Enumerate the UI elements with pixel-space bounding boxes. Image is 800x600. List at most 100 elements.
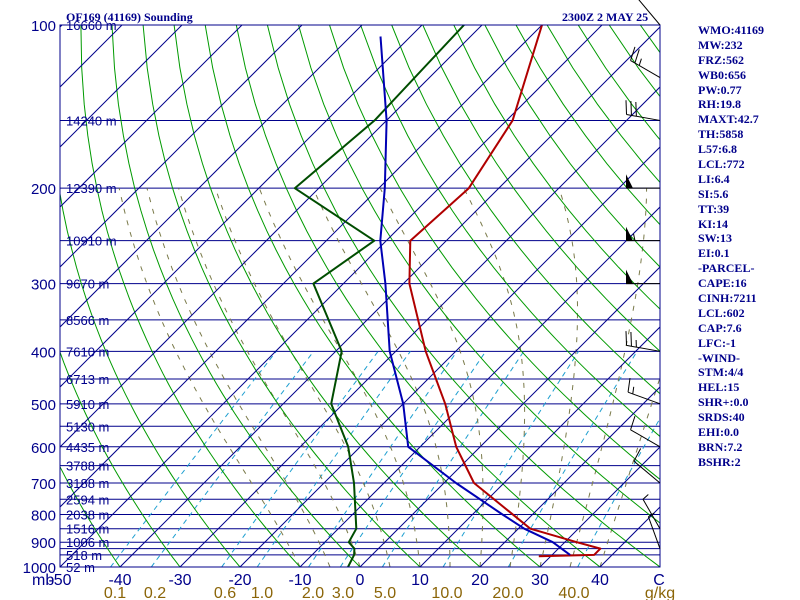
dry-adiabat [577, 25, 660, 141]
isotherm-line [299, 206, 660, 567]
dry-adiabat [391, 25, 660, 395]
wind-barb [638, 0, 661, 26]
wind-barb [625, 331, 661, 352]
index-item: L57:6.8 [698, 142, 737, 157]
index-item: -PARCEL- [698, 261, 755, 276]
moist-adiabat [312, 187, 451, 567]
index-item: EHI:0.0 [698, 425, 740, 440]
pressure-tick-label: 300 [31, 277, 56, 294]
moist-adiabat [178, 188, 361, 567]
isotherm-line [60, 25, 303, 268]
index-item: STM:4/4 [698, 365, 744, 380]
index-item: TT:39 [698, 201, 730, 216]
barb-half [633, 233, 636, 241]
barb-pennant [626, 269, 633, 284]
barb-full [627, 377, 631, 393]
temperature-tick-label: 40 [591, 572, 609, 589]
barb-full [630, 46, 636, 61]
wind-barb [626, 174, 660, 189]
dry-adiabat [60, 465, 121, 567]
dry-adiabat [142, 25, 421, 567]
dry-adiabat [204, 25, 541, 567]
dry-adiabat [235, 25, 601, 567]
barb-half [642, 494, 649, 500]
barb-staff [627, 391, 661, 405]
isotherm-line [60, 25, 483, 448]
dry-adiabat [298, 25, 660, 524]
temperature-tick-label: 20 [471, 572, 489, 589]
dewpoint-profile [293, 25, 465, 567]
mixing-ratio-line [339, 351, 487, 567]
height-label: 16660 m [66, 18, 117, 33]
dry-adiabat [765, 25, 800, 567]
pressure-tick-label: 100 [31, 18, 56, 35]
index-item: MAXT:42.7 [698, 112, 759, 127]
barb-full [630, 331, 632, 347]
wind-barb [647, 512, 661, 549]
pressure-tick-label: 800 [31, 507, 56, 524]
wind-barb [630, 46, 661, 78]
temperature-tick-label: 0 [356, 572, 365, 589]
height-label: 3788 m [66, 459, 109, 474]
index-item: WMO:41169 [698, 23, 764, 37]
index-item: SW:13 [698, 231, 733, 246]
barb-staff [630, 60, 661, 78]
barb-full [625, 100, 628, 115]
isotherm-line [239, 146, 660, 567]
index-item: BSHR:2 [698, 454, 741, 469]
height-label: 2038 m [66, 507, 109, 522]
height-label: 3188 m [66, 476, 109, 491]
mixing-ratio-tick-label: 0.2 [144, 585, 166, 600]
moist-adiabat [569, 188, 648, 567]
moist-adiabat [146, 188, 331, 567]
temperature-tick-label: -10 [288, 572, 311, 589]
valid-time: 2300Z 2 MAY 25 [562, 10, 649, 24]
isotherm-line [60, 25, 363, 328]
barb-half [632, 386, 635, 394]
plot-frame [59, 24, 661, 568]
index-item: HEL:15 [698, 380, 740, 395]
index-item: LFC:-1 [698, 335, 736, 350]
moist-adiabat [118, 188, 301, 567]
height-label: 12390 m [66, 181, 117, 196]
height-label: 6713 m [66, 372, 109, 387]
height-label: 5910 m [66, 397, 109, 412]
dry-adiabat [329, 25, 660, 481]
index-item: TH:5858 [698, 127, 744, 142]
dry-adiabat [360, 25, 660, 438]
height-label: 7610 m [66, 344, 109, 359]
index-item: KI:14 [698, 216, 728, 231]
height-label: 1516 m [66, 522, 109, 537]
mixing-ratio-unit-label: g/kg [645, 585, 675, 600]
dry-adiabat [453, 25, 660, 310]
index-item: LCL:602 [698, 305, 745, 320]
index-item: CAPE:16 [698, 276, 747, 291]
isobar-lines [60, 24, 660, 568]
mixing-ratio-lines [110, 350, 660, 567]
mixing-ratio-tick-label: 0.6 [214, 585, 236, 600]
wind-barb [626, 226, 660, 242]
mixing-ratio-line [442, 351, 580, 567]
height-label: 4435 m [66, 440, 109, 455]
dry-adiabat [173, 25, 481, 567]
index-item: SRDS:40 [698, 410, 745, 425]
barb-staff [630, 429, 661, 448]
pressure-tick-label: 1000 [23, 560, 56, 577]
barb-pennant [626, 226, 633, 241]
barb-half [638, 58, 642, 66]
isotherm-line [479, 386, 660, 567]
barb-pennant [626, 174, 633, 189]
height-label: 9670 m [66, 277, 109, 292]
barb-staff [642, 499, 661, 529]
mixing-ratio-line [150, 350, 315, 567]
barb-full [635, 101, 637, 117]
index-item: BRN:7.2 [698, 439, 743, 454]
temperature-tick-label: -20 [228, 572, 251, 589]
temperature-tick-label: -40 [108, 572, 131, 589]
station-title: OF169 (41169) Sounding [66, 10, 193, 24]
dry-adiabat [111, 25, 361, 567]
barb-staff [638, 0, 661, 26]
wind-barb [633, 448, 661, 484]
height-label: 5130 m [66, 419, 109, 434]
